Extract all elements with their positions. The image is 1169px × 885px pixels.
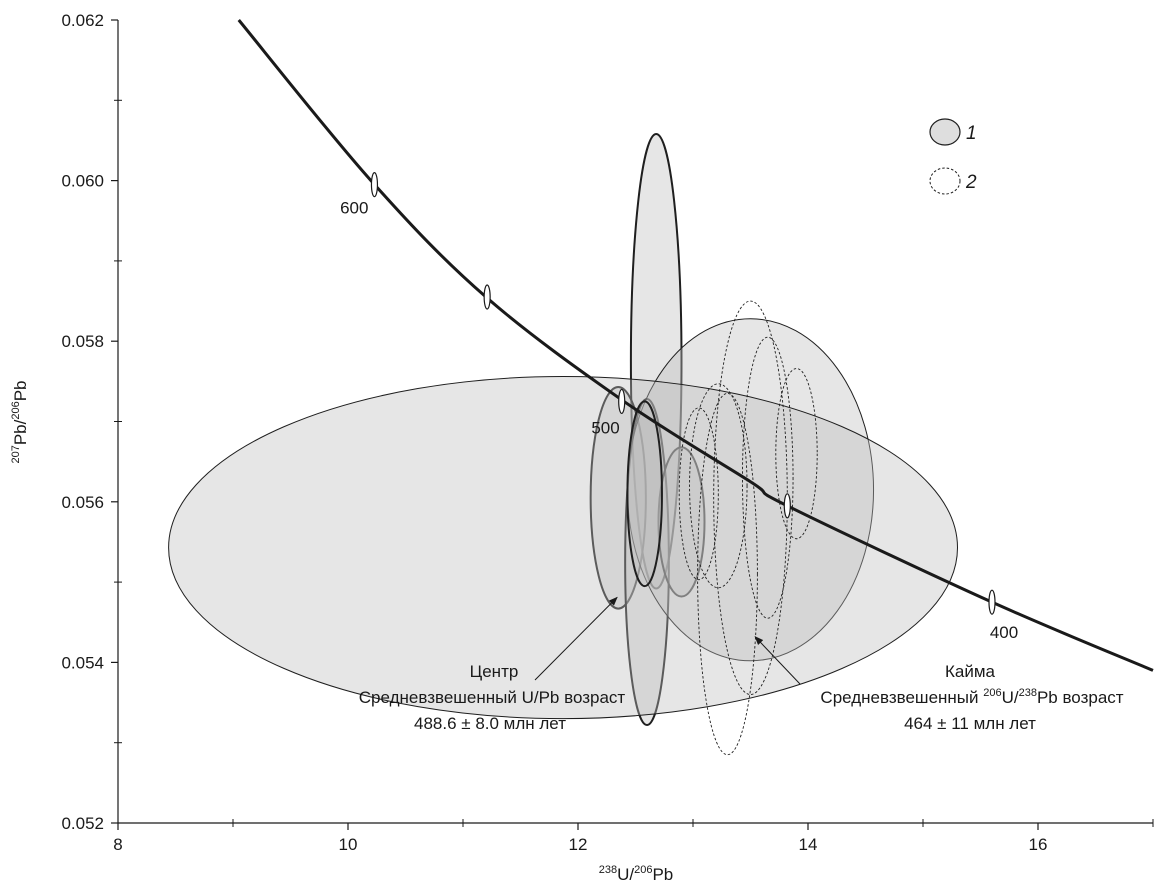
error-ellipse-dashed-5 — [678, 407, 719, 581]
error-ellipse-solid-2 — [624, 398, 670, 727]
legend-swatch-solid — [929, 118, 961, 146]
x-tick-label: 12 — [569, 835, 588, 854]
x-axis-title: 238U/206Pb — [599, 864, 674, 884]
error-ellipse-dashed-3 — [689, 383, 748, 589]
annotation-center-line2: Средневзвешенный U/Pb возраст — [359, 688, 626, 707]
y-tick-label: 0.060 — [61, 172, 104, 191]
legend: 1 2 — [929, 118, 977, 195]
error-ellipse-solid-5 — [168, 376, 958, 720]
error-ellipse-solid-6 — [626, 400, 663, 588]
age-marker-label: 600 — [340, 199, 368, 218]
annotation-center: Центр Средневзвешенный U/Pb возраст 488.… — [359, 596, 626, 733]
age-markers-group: 600 500 400 — [340, 172, 1018, 642]
annotation-rim-line3: 464 ± 11 млн лет — [904, 714, 1036, 733]
annotation-rim-arrow — [754, 636, 801, 685]
legend-swatch-dashed — [929, 167, 961, 195]
x-tick-label: 8 — [113, 835, 122, 854]
x-tick-label: 14 — [799, 835, 818, 854]
y-tick-label: 0.054 — [61, 653, 104, 672]
error-ellipse-dashed-0 — [713, 300, 788, 695]
age-marker — [483, 284, 491, 310]
error-ellipse-solid-0 — [629, 133, 683, 590]
error-ellipse-solid-3 — [657, 446, 706, 598]
annotation-rim-line1: Кайма — [945, 662, 996, 681]
annotation-rim-line2: Средневзвешенный 206U/238Pb возраст — [820, 687, 1123, 707]
y-tick-label: 0.058 — [61, 332, 104, 351]
legend-label-2: 2 — [965, 172, 977, 193]
error-ellipse-dashed-1 — [697, 392, 758, 756]
error-ellipse-dashed-4 — [775, 368, 818, 540]
y-tick-label: 0.062 — [61, 11, 104, 30]
annotation-rim: Кайма Средневзвешенный 206U/238Pb возрас… — [754, 636, 1124, 733]
y-ticks-group: 0.052 0.054 0.056 0.058 0.060 0.062 — [61, 11, 122, 833]
annotation-center-arrow — [534, 596, 618, 681]
legend-label-1: 1 — [966, 123, 977, 144]
age-marker — [783, 493, 791, 519]
x-ticks-group: 8 10 12 14 16 — [113, 819, 1154, 854]
age-marker — [988, 589, 996, 615]
y-axis-title: 207Pb/206Pb — [10, 380, 30, 463]
annotation-center-line3: 488.6 ± 8.0 млн лет — [414, 714, 566, 733]
x-tick-label: 10 — [339, 835, 358, 854]
y-tick-label: 0.052 — [61, 814, 104, 833]
y-tick-label: 0.056 — [61, 493, 104, 512]
annotation-center-line1: Центр — [470, 662, 519, 681]
age-marker-label: 400 — [990, 623, 1018, 642]
age-marker — [370, 172, 379, 198]
age-marker-label: 500 — [591, 418, 619, 437]
age-marker — [618, 388, 626, 415]
x-tick-label: 16 — [1029, 835, 1048, 854]
solid-ellipses-group — [168, 133, 958, 727]
